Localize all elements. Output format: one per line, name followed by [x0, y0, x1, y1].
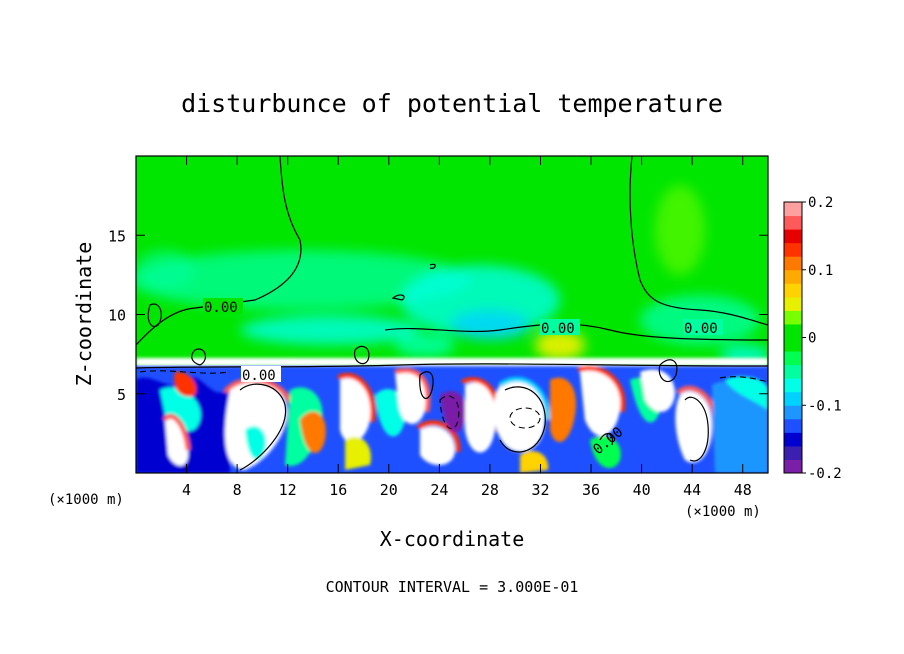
- x-tick-label: 16: [329, 481, 347, 499]
- colorbar-swatch: [784, 337, 802, 352]
- colorbar-swatch: [784, 215, 802, 230]
- y-axis-label: Z-coordinate: [72, 242, 96, 387]
- y-tick-label: 10: [108, 307, 126, 325]
- y-tick-label: 5: [117, 386, 126, 404]
- contour-lines-negative: [139, 370, 768, 430]
- colorbar-swatch: [784, 459, 802, 474]
- colorbar: 0.2 0.1 0 -0.1 -0.2: [783, 195, 842, 482]
- contour-label: 0.00: [684, 321, 718, 337]
- colorbar-tick-label: -0.1: [808, 398, 842, 414]
- colorbar-swatch: [784, 445, 802, 460]
- colorbar-swatch: [784, 432, 802, 447]
- x-tick-label: 44: [683, 481, 701, 499]
- x-unit-right: (×1000 m): [685, 504, 761, 520]
- colorbar-swatch: [784, 364, 802, 379]
- colorbar-swatch: [784, 378, 802, 393]
- x-tick-label: 12: [279, 481, 297, 499]
- x-tick-label: 48: [734, 481, 752, 499]
- heatmap-field: [136, 156, 768, 473]
- x-tick-label: 8: [233, 481, 242, 499]
- colorbar-swatch: [784, 256, 802, 271]
- chart-title: disturbunce of potential temperature: [181, 89, 723, 118]
- contour-label: 0.00: [204, 300, 238, 316]
- colorbar-swatch: [784, 310, 802, 325]
- colorbar-swatch: [784, 283, 802, 298]
- x-tick-label: 36: [582, 481, 600, 499]
- colorbar-tick-label: 0.2: [808, 195, 833, 211]
- x-tick-label: 20: [380, 481, 398, 499]
- colorbar-swatch: [784, 418, 802, 433]
- colorbar-swatch: [784, 202, 802, 217]
- contour-lines: [136, 156, 768, 471]
- colorbar-swatch: [784, 229, 802, 244]
- y-axis: 5 10 15: [108, 227, 768, 404]
- colorbar-tick-label: -0.2: [808, 466, 842, 482]
- x-axis-label: X-coordinate: [380, 527, 525, 551]
- colorbar-swatch: [784, 405, 802, 420]
- x-tick-label: 28: [481, 481, 499, 499]
- contour-label: 0.00: [242, 368, 276, 384]
- colorbar-tick-label: 0.1: [808, 263, 833, 279]
- colorbar-swatch: [784, 269, 802, 284]
- contour-interval-note: CONTOUR INTERVAL = 3.000E-01: [326, 578, 579, 596]
- x-tick-label: 24: [430, 481, 448, 499]
- x-unit-left: (×1000 m): [48, 492, 124, 508]
- y-tick-label: 15: [108, 227, 126, 245]
- x-tick-label: 4: [182, 481, 191, 499]
- x-axis: 4 8 12 16 20 24 28 32 36 40 44 48: [182, 156, 752, 499]
- colorbar-swatch: [784, 323, 802, 338]
- colorbar-swatch: [784, 296, 802, 311]
- x-tick-label: 32: [531, 481, 549, 499]
- x-tick-label: 40: [633, 481, 651, 499]
- colorbar-tick-label: 0: [808, 331, 816, 347]
- colorbar-swatch: [784, 391, 802, 406]
- colorbar-swatch: [784, 242, 802, 257]
- colorbar-swatch: [784, 351, 802, 366]
- contour-label: 0.00: [541, 321, 575, 337]
